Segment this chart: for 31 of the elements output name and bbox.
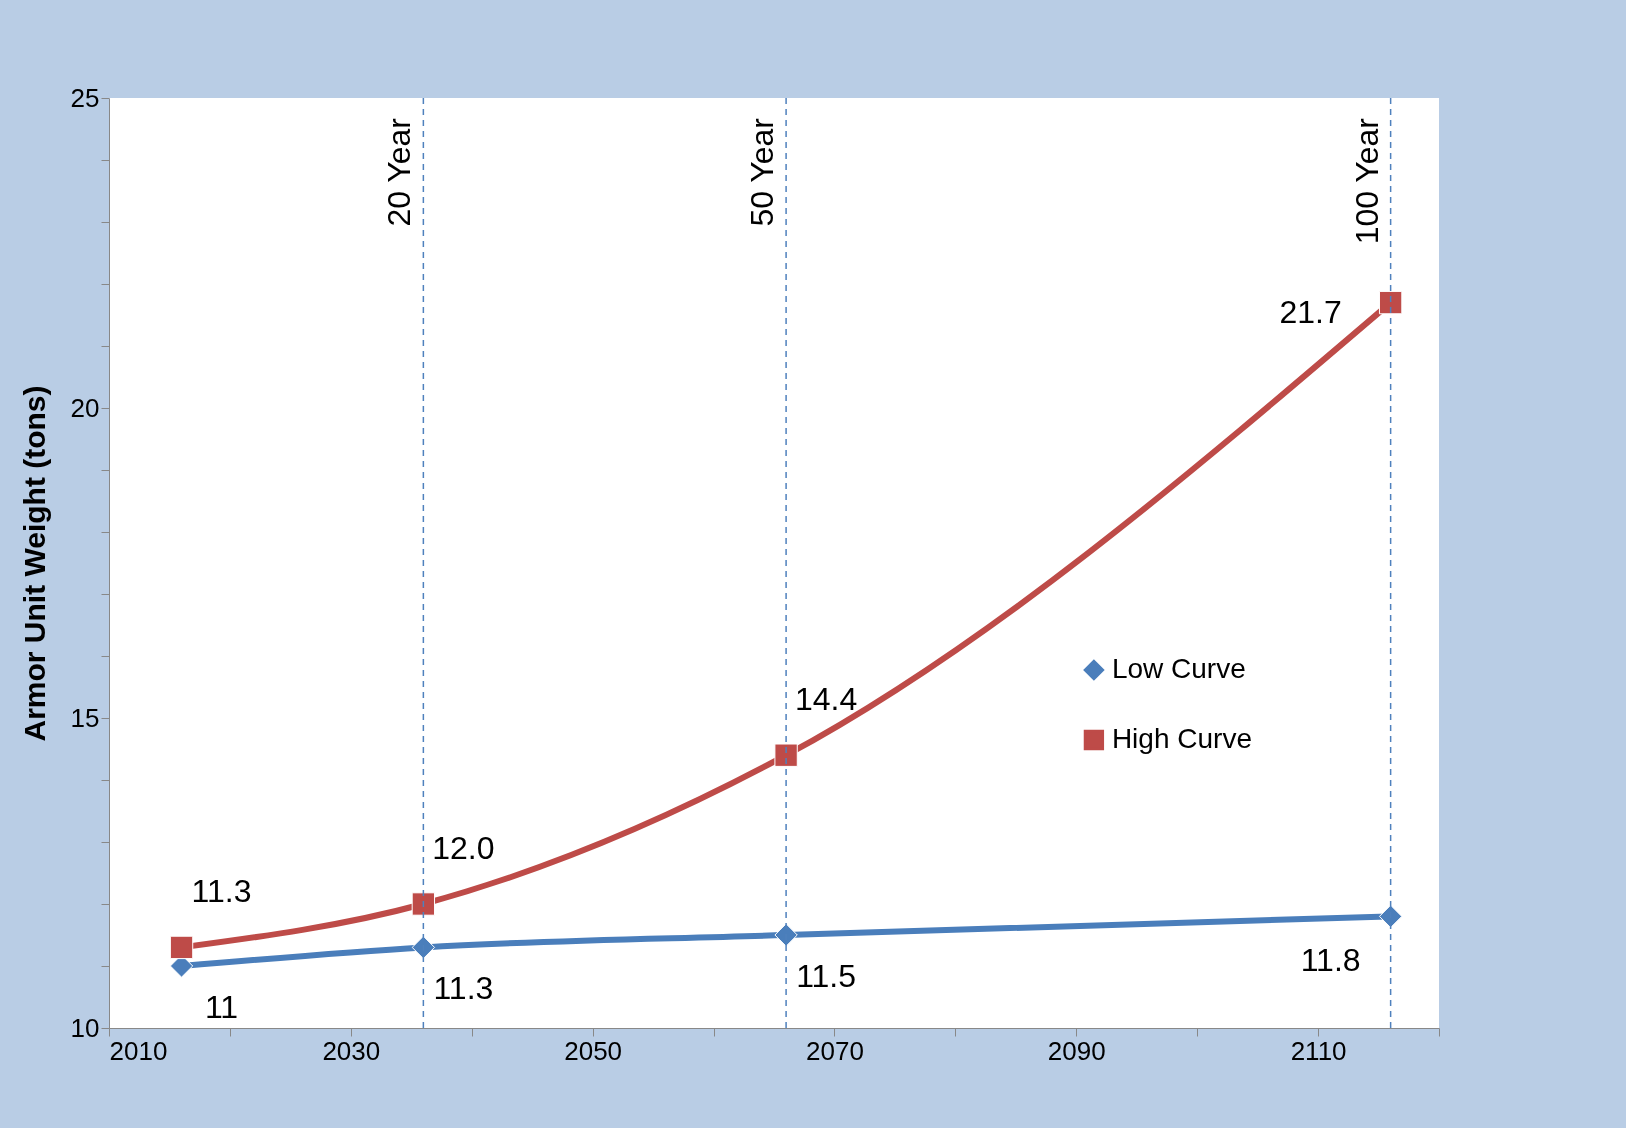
data-label: 11.3	[433, 970, 494, 1007]
ref-line-label: 20 Year	[381, 117, 418, 227]
ref-line-label: 50 Year	[744, 117, 781, 227]
point	[411, 892, 436, 916]
x-tick-label: 2030	[322, 1035, 381, 1066]
x-tick-label: 2070	[806, 1035, 864, 1066]
x-tick-label: 2010	[109, 1035, 168, 1066]
point	[411, 935, 436, 960]
data-label: 11.8	[1300, 942, 1361, 979]
x-tick-label: 2090	[1047, 1035, 1106, 1066]
data-label: 11.3	[191, 873, 252, 910]
y-tick-label: 20	[70, 392, 100, 423]
legend-label: Low Curve	[1111, 653, 1246, 684]
point	[774, 923, 798, 947]
point	[1378, 290, 1403, 315]
y-tick-label: 25	[70, 82, 100, 113]
data-label: 12.0	[432, 830, 495, 866]
legend-label: High Curve	[1111, 723, 1252, 754]
point	[1378, 904, 1403, 929]
point	[774, 743, 798, 767]
x-tick-label: 2110	[1290, 1035, 1347, 1066]
data-label: 21.7	[1279, 293, 1342, 330]
x-tick-label: 2050	[564, 1035, 623, 1066]
data-label: 14.4	[794, 681, 858, 718]
ref-line-label: 100 Year	[1348, 117, 1385, 245]
point	[169, 935, 194, 960]
data-label: 11.5	[796, 958, 857, 994]
y-axis-title: Armor Unit Weight (tons)	[17, 385, 51, 742]
y-tick-label: 15	[70, 702, 100, 733]
y-tick-label: 10	[70, 1012, 100, 1043]
data-label: 11	[204, 989, 239, 1025]
